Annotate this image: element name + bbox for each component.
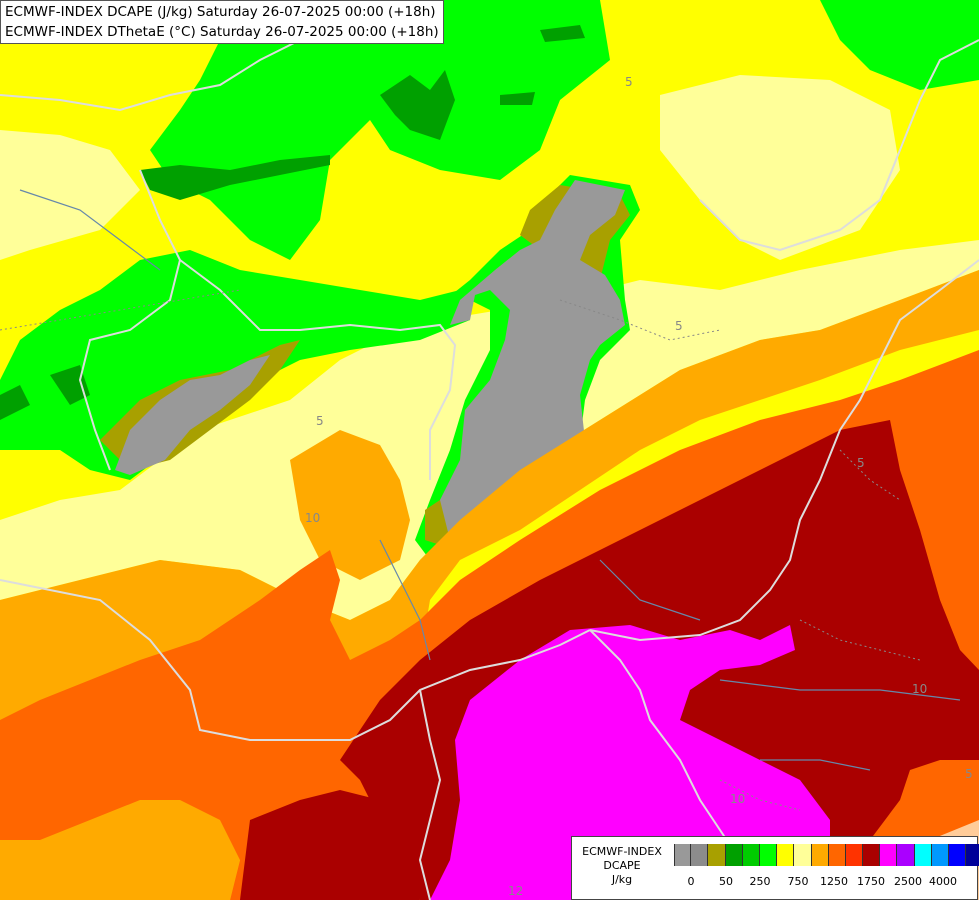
legend-swatch <box>863 844 881 866</box>
legend-swatch <box>966 844 979 866</box>
field-green-northeast <box>820 0 979 90</box>
legend-tick-label: 50 <box>719 875 733 888</box>
field-dark-green-6 <box>50 365 90 405</box>
legend-tick-label: 750 <box>787 875 809 888</box>
field-dark-green-5 <box>0 385 30 420</box>
title-line-dthetae: ECMWF-INDEX DThetaE (°C) Saturday 26-07-… <box>5 24 439 40</box>
legend-model: ECMWF-INDEX <box>582 845 662 858</box>
legend-tick-label: 2500 <box>894 875 922 888</box>
contour-label: 10 <box>912 682 927 696</box>
contour-label: 5 <box>675 319 683 333</box>
legend-tick-label: 1750 <box>857 875 885 888</box>
contour-label: 10 <box>730 792 745 806</box>
contour-label: 10 <box>305 511 320 525</box>
legend-swatch <box>949 844 967 866</box>
legend-tick-label: 0 <box>687 875 695 888</box>
legend-swatches <box>674 844 979 866</box>
legend-swatch <box>845 844 864 866</box>
field-green-north <box>150 0 610 260</box>
legend-swatch <box>708 844 726 866</box>
field-grey-central <box>440 180 625 540</box>
contour-label: 5 <box>857 456 865 470</box>
field-dark-green-1 <box>380 70 455 140</box>
field-dark-green-3 <box>500 92 535 105</box>
legend-swatch <box>880 844 898 866</box>
legend-swatch <box>777 844 795 866</box>
legend-swatch <box>674 844 692 866</box>
legend-tick-label: 250 <box>749 875 771 888</box>
legend-unit: J/kg <box>611 873 633 886</box>
legend-swatch <box>742 844 760 866</box>
map-title: ECMWF-INDEX DCAPE (J/kg) Saturday 26-07-… <box>0 0 444 44</box>
legend-swatch <box>914 844 932 866</box>
field-dark-green-4 <box>540 25 585 42</box>
field-orange-west <box>290 430 410 580</box>
dtheta-contours <box>0 289 921 811</box>
field-dark-green-2 <box>140 155 330 200</box>
legend-caption: ECMWF-INDEX DCAPE J/kg <box>576 845 668 887</box>
contour-label: 5 <box>316 414 324 428</box>
legend-parameter: DCAPE <box>603 859 641 872</box>
legend-swatch <box>725 844 743 866</box>
color-legend: ECMWF-INDEX DCAPE J/kg 0 50 250 750 1250 1750… <box>571 836 979 900</box>
field-magenta <box>430 625 830 900</box>
contour-label: 5 <box>625 75 633 89</box>
field-light-yellow-northeast <box>660 75 900 260</box>
contour-label: 12 <box>508 884 523 898</box>
field-dark-red-west <box>240 790 420 900</box>
legend-tick-label: 1250 <box>820 875 848 888</box>
legend-swatch <box>897 844 915 866</box>
legend-swatch <box>828 844 846 866</box>
legend-swatch <box>794 844 812 866</box>
legend-swatch <box>691 844 709 866</box>
field-grey-west <box>115 355 270 475</box>
legend-swatch <box>811 844 829 866</box>
contour-label: 5 <box>965 767 973 781</box>
rivers <box>19 189 961 771</box>
field-light-yellow-west <box>0 130 140 260</box>
legend-swatch <box>759 844 778 866</box>
legend-tick-labels: 0 50 250 750 1250 1750 2500 4000 <box>674 875 966 891</box>
legend-tick-label: 4000 <box>929 875 957 888</box>
title-line-dcape: ECMWF-INDEX DCAPE (J/kg) Saturday 26-07-… <box>5 4 436 20</box>
legend-swatch <box>931 844 949 866</box>
